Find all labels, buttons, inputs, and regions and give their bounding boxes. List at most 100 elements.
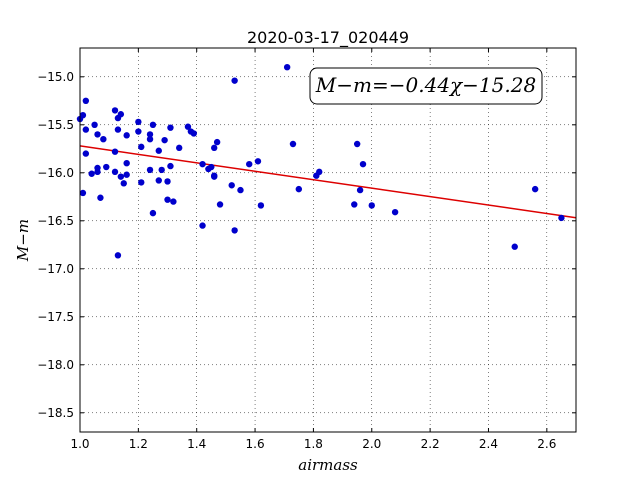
data-point (254, 158, 262, 165)
data-point (208, 163, 215, 171)
x-tick-label: 2.6 (537, 437, 556, 451)
data-point (138, 179, 145, 186)
data-point (164, 196, 171, 203)
data-point (176, 144, 183, 152)
data-point (391, 208, 399, 216)
y-tick-label: −16.5 (37, 214, 74, 228)
y-ticks: −15.0 −15.5 −16.0 −16.5 −17.0 −17.5 −18.0 −18.5 (37, 70, 576, 420)
data-point (211, 144, 218, 152)
data-point (289, 140, 297, 148)
data-point (158, 166, 165, 174)
data-point (82, 150, 90, 157)
y-tick-label: −18.0 (37, 358, 74, 372)
data-point (199, 160, 206, 168)
data-point (135, 128, 142, 135)
data-point (164, 178, 171, 185)
data-point (91, 121, 98, 128)
data-point (155, 177, 162, 184)
data-point (94, 168, 101, 176)
data-point (103, 163, 110, 171)
x-tick-label: 1.6 (246, 437, 265, 451)
data-point (114, 252, 122, 259)
data-point (117, 111, 125, 118)
data-point (146, 131, 154, 138)
y-tick-label: −15.0 (37, 70, 74, 84)
data-point (228, 182, 235, 189)
data-point (213, 138, 221, 146)
x-tick-label: 2.4 (479, 437, 498, 451)
data-point (246, 160, 253, 168)
y-tick-label: −17.5 (37, 310, 74, 324)
data-point (351, 201, 358, 208)
y-tick-label: −15.5 (37, 118, 74, 132)
data-point (117, 173, 125, 180)
y-tick-label: −16.0 (37, 166, 74, 180)
x-tick-label: 2.2 (421, 437, 440, 451)
data-point (123, 160, 130, 167)
data-point (190, 130, 197, 137)
annotation-text: M−m=−0.44χ−15.28 (315, 73, 536, 97)
annotation-box (309, 67, 543, 105)
data-point (146, 166, 154, 174)
data-point (237, 186, 244, 194)
data-point (558, 214, 565, 222)
data-point (295, 185, 303, 193)
data-point (167, 162, 174, 170)
data-point (257, 202, 265, 209)
data-point (79, 189, 87, 197)
data-point (111, 148, 119, 155)
data-point (138, 143, 145, 151)
data-point (79, 112, 87, 119)
data-point (111, 168, 119, 176)
data-point (88, 170, 95, 177)
data-point (149, 121, 157, 128)
data-point (216, 201, 224, 208)
data-point (123, 171, 130, 178)
data-point (316, 168, 323, 176)
data-point (511, 243, 518, 250)
data-point (356, 186, 364, 194)
data-point (94, 131, 101, 138)
data-point (199, 222, 206, 229)
x-axis-label: airmass (298, 456, 358, 474)
fit-annotation: M−m=−0.44χ−15.28 (309, 67, 543, 105)
data-point (161, 136, 168, 144)
x-tick-label: 1.8 (304, 437, 323, 451)
data-point (167, 124, 174, 131)
data-point (170, 198, 177, 205)
x-tick-label: 1.0 (70, 437, 89, 451)
y-tick-label: −17.0 (37, 262, 74, 276)
data-point (155, 147, 162, 154)
data-point (135, 118, 142, 126)
fit-line-layer (79, 145, 577, 219)
data-points (76, 63, 565, 259)
data-point (146, 136, 154, 143)
plot-frame (79, 47, 577, 433)
data-point (97, 194, 104, 201)
x-ticks: 1.0 1.2 1.4 1.6 1.8 2.0 2.2 2.4 2.6 (70, 48, 556, 451)
y-axis-label: M−m (14, 219, 32, 262)
data-point (531, 185, 539, 193)
data-point (123, 132, 130, 139)
data-point (231, 227, 238, 234)
x-tick-label: 2.0 (362, 437, 381, 451)
data-point (149, 209, 157, 217)
grid (79, 48, 576, 432)
x-tick-label: 1.4 (187, 437, 206, 451)
data-point (120, 180, 127, 187)
data-point (82, 97, 90, 105)
data-point (82, 126, 90, 133)
chart-title: 2020-03-17_020449 (247, 28, 409, 48)
data-point (368, 202, 375, 209)
data-point (100, 136, 107, 143)
fit-line (79, 145, 577, 219)
data-point (184, 123, 192, 130)
x-tick-label: 1.2 (129, 437, 148, 451)
data-point (353, 140, 361, 148)
data-point (231, 77, 238, 84)
data-point (211, 173, 218, 180)
data-point (359, 160, 367, 168)
data-point (114, 126, 122, 133)
data-point (111, 107, 119, 114)
